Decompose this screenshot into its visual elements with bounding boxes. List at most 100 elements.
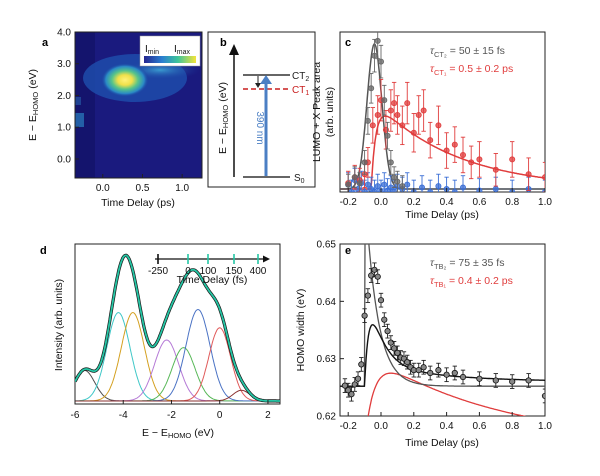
panel-c-point-baseline: [404, 181, 411, 188]
panel-c-point-baseline: [435, 183, 442, 190]
panel-e-point: [358, 361, 365, 368]
panel-label-d: d: [40, 245, 47, 257]
panel-c-ylabel: LUMO + X Peak area: [311, 62, 323, 162]
panel-c-point-ct1: [410, 129, 417, 136]
panel-c-ticks: -0.2 0.0 0.2 0.4 0.6 0.8 1.0: [340, 188, 552, 208]
panel-d-component-0: [75, 370, 280, 402]
panel-c-point-ct1: [399, 122, 406, 129]
panel-e-point: [348, 391, 355, 398]
panel-c-point-ct2: [368, 85, 375, 92]
panel-e-point: [420, 364, 427, 371]
panel-a-ytick-label: 4.0: [57, 28, 71, 39]
energy-axis-arrowhead: [229, 44, 239, 55]
panel-e-xtick-label: 0.6: [472, 421, 486, 432]
panel-c-point-ct1: [374, 111, 381, 118]
heatmap-feature-mid: [75, 97, 81, 105]
panel-c-point-ct1: [509, 156, 516, 163]
panel-c-xlabel: Time Delay (ps): [405, 209, 479, 221]
excitation-label: 390 nm: [254, 111, 265, 144]
inset-marker-label: 150: [226, 266, 243, 277]
panel-e-xtick-label: 0.0: [374, 421, 388, 432]
panel-c-point-ct2: [345, 181, 352, 188]
panel-d-ylabel: Intensity (arb. units): [53, 279, 65, 371]
panel-e-point: [476, 375, 483, 382]
panel-d-frame: [74, 243, 281, 405]
panel-c-point-ct1: [476, 156, 483, 163]
panel-c-point-ct2: [356, 180, 363, 187]
panel-e-point: [341, 382, 349, 389]
panel-c-point-ct1: [394, 111, 401, 118]
colorbar: [144, 56, 196, 63]
panel-e-tb2-component: [340, 244, 545, 387]
panel-e-point: [427, 369, 434, 377]
panel-c-point-ct1: [427, 137, 434, 144]
panel-a-ticks: 0.0 0.5 1.0 0.0 1.0 2.0 3.0 4.0: [57, 28, 189, 195]
panel-c-point-ct1: [415, 111, 422, 118]
panel-e-point: [384, 328, 391, 335]
panel-e-point: [525, 377, 532, 384]
inset-timeline-arrowhead: [263, 255, 270, 263]
panel-d-xlabel: E − EHOMO (eV): [142, 427, 214, 440]
panel-e-point: [415, 367, 422, 374]
panel-c-point-ct1: [404, 100, 411, 107]
panel-b-ylabel: E − EHOMO (eV): [217, 82, 230, 154]
panel-e-annotation-tb2: τTB₂ = 75 ± 35 fs: [430, 257, 504, 271]
panel-a-xtick-label: 0.5: [136, 183, 150, 194]
panel-e-point: [435, 367, 442, 374]
panel-c-point-ct2: [374, 37, 381, 44]
panel-e-xtick-label: 1.0: [538, 421, 552, 432]
panel-e-point: [345, 387, 352, 394]
panel-c-ct1-fit: [340, 115, 545, 190]
inset-marker-label: 400: [250, 266, 267, 277]
panel-c-point-baseline: [374, 183, 381, 190]
colorbar-max-label: Imax: [174, 44, 191, 56]
panel-d-xtick-label: 2: [265, 410, 271, 421]
panel-c: -0.2 0.0 0.2 0.4 0.6 0.8 1.0 τCT₂ = 50 ± 15 fs…: [311, 31, 552, 221]
panel-d-xtick-label: -4: [119, 410, 128, 421]
panel-c-point-ct1: [387, 107, 394, 114]
panel-e-annotation-tb1: τTB₁ = 0.4 ± 0.2 ps: [430, 275, 513, 289]
panel-c-xtick-label: 0.2: [407, 197, 421, 208]
panel-a-xtick-label: 1.0: [175, 183, 189, 194]
panel-d-plot: [75, 253, 280, 403]
panel-label-b: b: [220, 37, 227, 49]
panel-c-point-baseline: [459, 184, 466, 191]
panel-c-xtick-label: 0.4: [440, 197, 454, 208]
panel-c-point-baseline: [361, 189, 368, 192]
panel-c-point-baseline: [542, 189, 545, 192]
panel-c-point-ct2: [381, 97, 388, 104]
panel-c-point-baseline: [451, 189, 458, 192]
panel-c-xtick-label: -0.2: [340, 197, 358, 208]
panel-c-point-ct1: [369, 122, 376, 129]
panel-a-frame: [74, 31, 203, 179]
panel-c-point-ct2: [387, 159, 394, 166]
panel-d-xtick-label: -6: [71, 410, 80, 421]
panel-c-point-ct2: [377, 58, 384, 65]
panel-d-xtick-label: -2: [167, 410, 176, 421]
panel-c-point-ct1: [420, 107, 427, 114]
level-s0-label: S0: [294, 173, 305, 185]
panel-c-point-ct2: [384, 132, 391, 139]
panel-a-ytick-label: 0.0: [57, 154, 71, 165]
panel-b: E − EHOMO (eV) S0 CT2 CT1 390 nm: [207, 31, 316, 188]
panel-d-component-2: [75, 312, 280, 402]
panel-c-point-ct1: [451, 141, 458, 148]
panel-c-point-ct2: [364, 117, 371, 124]
panel-e-point: [391, 345, 398, 352]
panel-e-plot: [340, 244, 545, 416]
panel-c-point-ct2: [394, 178, 401, 185]
panel-c-point-ct1: [525, 171, 532, 178]
heatmap-feature-low: [75, 113, 84, 127]
panel-a-ytick-label: 3.0: [57, 59, 71, 70]
panel-c-point-baseline: [418, 184, 425, 191]
panel-a: Imin Imax 0.0 0.5 1.0 0.0 1.0 2.0 3.0 4.0 Time …: [27, 28, 203, 209]
panel-e-frame: [339, 243, 546, 417]
panel-label-c: c: [345, 37, 351, 49]
panel-d-component-7: [75, 389, 280, 402]
panel-e-xtick-label: 0.4: [440, 421, 454, 432]
panel-e-tb1-component: [367, 372, 527, 416]
panel-c-point-ct1: [459, 151, 466, 158]
panel-e-point: [443, 371, 450, 378]
panel-b-frame: [207, 31, 316, 188]
panel-e-point: [351, 381, 358, 388]
